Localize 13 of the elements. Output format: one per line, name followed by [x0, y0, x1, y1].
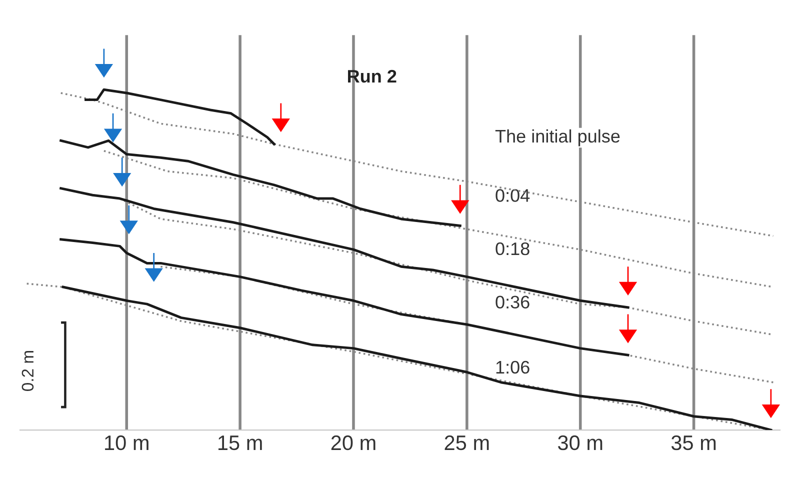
annotation: The initial pulse	[495, 129, 620, 146]
x-tick-label: 10 m	[105, 435, 148, 450]
annotation: 0.2 m	[22, 351, 34, 391]
x-tick-label: 20 m	[331, 435, 376, 450]
chart-title: Run 2	[348, 70, 396, 83]
x-tick-label: 15 m	[218, 436, 262, 450]
x-tick-label: 35 m	[671, 435, 716, 450]
annotation: 0:18	[496, 242, 530, 256]
x-tick-label: 25 m	[444, 435, 489, 450]
annotation: 0:04	[496, 189, 530, 202]
annotation: 0:36	[496, 296, 530, 308]
annotation: 1:06	[496, 360, 530, 374]
x-tick-label: 30 m	[558, 435, 602, 450]
